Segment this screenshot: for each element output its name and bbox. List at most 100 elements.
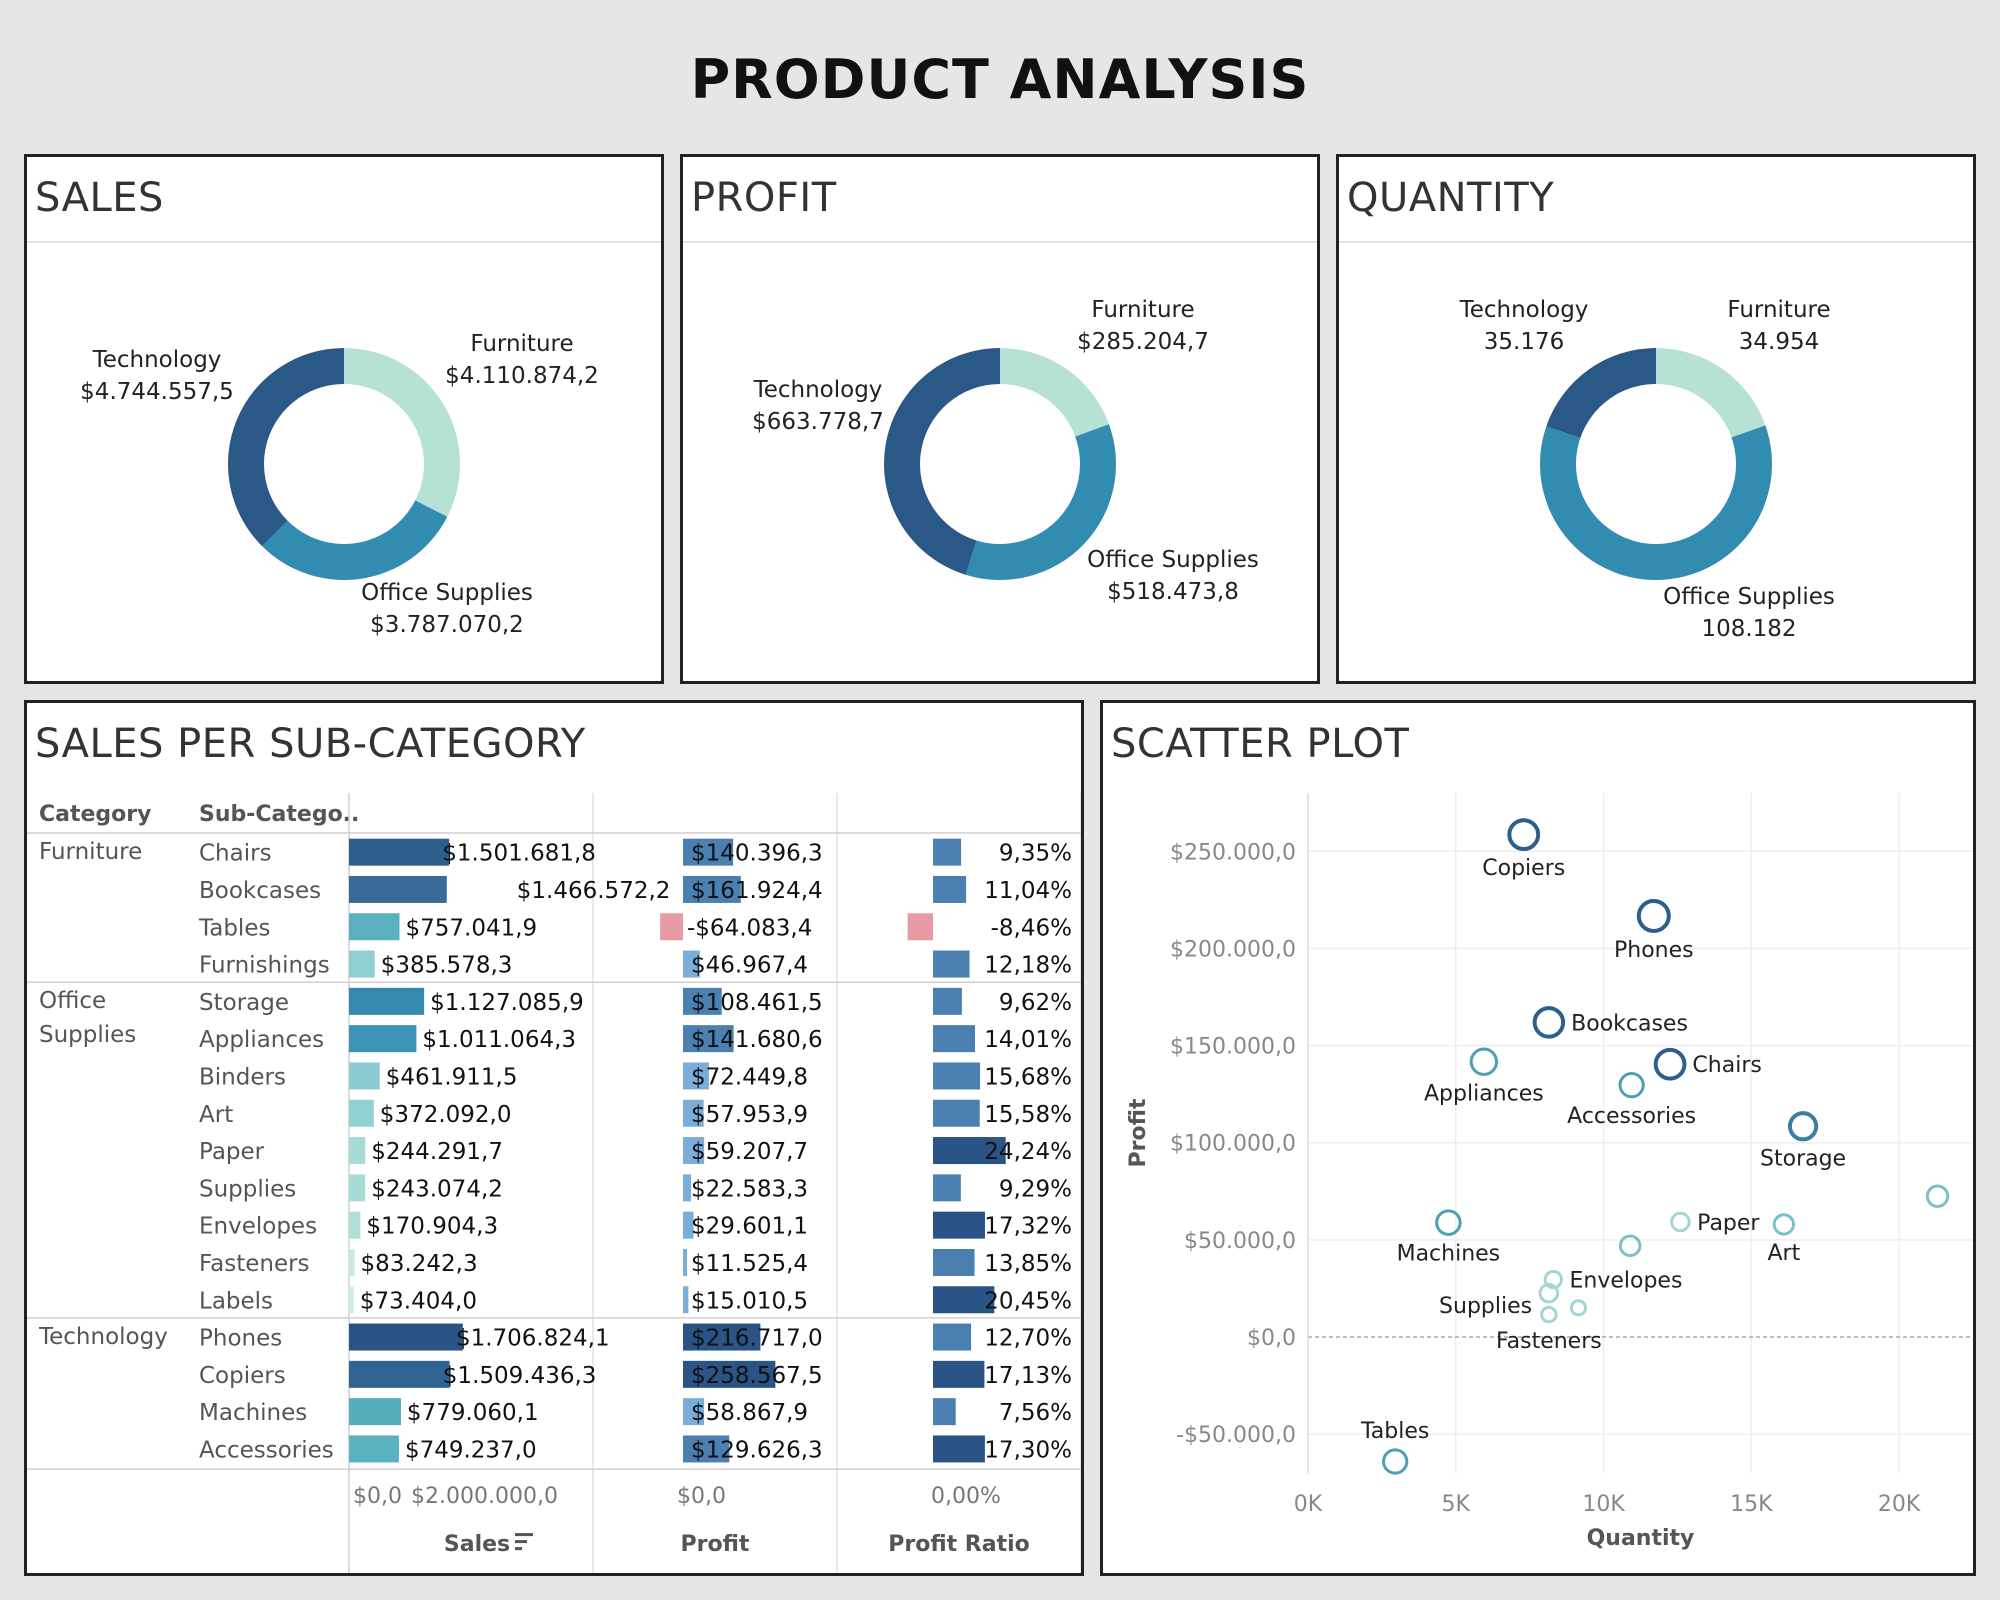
subcategory-label-chairs: Chairs [199,841,272,867]
category-label-furniture: Furniture [39,839,142,865]
sales-bar-storage [349,987,425,1015]
subcategory-label-envelopes: Envelopes [199,1214,317,1240]
sales-bar-supplies [349,1174,366,1202]
sort-icon-bar [515,1547,522,1551]
sales-value-machines: $779.060,1 [407,1400,539,1426]
sales-bar-chairs [349,838,450,866]
sales-axis-title: Sales [444,1532,510,1557]
scatter-label-accessories: Accessories [1567,1104,1696,1129]
quantity-donut-chart: Furniture 34.954 Office Supplies 108.182 Tec… [1459,297,1835,642]
ratio-bar-paper [933,1137,1006,1165]
sales-value-accessories: $749.237,0 [405,1437,537,1463]
y-tick-label: $150.000,0 [1170,1035,1296,1060]
ratio-axis-title: Profit Ratio [888,1532,1030,1557]
subcategory-label-appliances: Appliances [199,1027,324,1053]
ratio-value-chairs: 9,35% [999,841,1072,867]
subcategory-label-machines: Machines [199,1400,307,1426]
ratio-bar-appliances [933,1025,976,1053]
scatter-point-copiers [1507,818,1541,852]
profit-donut-chart: Furniture $285.204,7 Office Supplies $518.4… [752,297,1259,605]
scatter-label-paper: Paper [1697,1211,1760,1236]
profit-value-supplies: $22.583,3 [691,1176,808,1202]
profit-value-envelopes: $29.601,1 [691,1214,808,1240]
profit-value-bookcases: $161.924,4 [691,878,823,904]
sales-bar-binders [349,1062,380,1090]
sales-bar-paper [349,1137,366,1165]
ratio-bar-accessories [933,1435,985,1463]
donut-slice-furniture [1656,348,1766,438]
x-tick-label: 15K [1730,1492,1773,1517]
profit-value-paper: $59.207,7 [691,1139,808,1165]
y-tick-label: $250.000,0 [1170,840,1296,865]
subcategory-label-art: Art [199,1102,233,1128]
donut-label-technology: Technology [753,377,883,403]
sales-value-tables: $757.041,9 [405,915,537,941]
donut-slice-furniture [1000,348,1109,437]
scatter-point-envelopes [1543,1269,1563,1290]
x-tick-label: 20K [1878,1492,1921,1517]
subcategory-label-accessories: Accessories [199,1437,334,1463]
sales-value-appliances: $1.011.064,3 [422,1027,576,1053]
ratio-value-labels: 20,45% [984,1288,1072,1314]
quantity-donut-panel: QUANTITY Furniture 34.954 Office Supplies 1… [1336,154,1976,684]
profit-bar-envelopes [683,1211,694,1239]
ratio-value-appliances: 14,01% [984,1027,1072,1053]
donut-slice-office-supplies [262,500,448,580]
scatter-point-tables [1382,1448,1409,1475]
sales-value-paper: $244.291,7 [371,1139,503,1165]
profit-bar-machines [683,1398,705,1426]
scatter-label-machines: Machines [1397,1241,1501,1266]
scatter-point-appliances [1469,1047,1499,1076]
ratio-value-paper: 24,24% [984,1139,1072,1165]
sort-icon-bar [515,1540,527,1544]
ratio-axis-tick: 0,00% [931,1484,1001,1509]
sales-donut-panel: SALES Furniture $4.110.874,2 Office Suppli… [24,154,664,684]
sort-icon-bar [515,1533,533,1537]
x-axis-title: Quantity [1587,1526,1695,1551]
scatter-point-chairs [1653,1047,1687,1081]
scatter-label-copiers: Copiers [1482,856,1565,881]
subcategory-panel: SALES PER SUB-CATEGORY Category Sub-Categ… [24,700,1084,1576]
scatter-point-accessories [1618,1072,1645,1099]
profit-bar-tables [660,913,683,941]
profit-value-furnishings: $46.967,4 [691,953,808,979]
ratio-bar-chairs [933,838,962,866]
profit-value-chairs: $140.396,3 [691,841,823,867]
sales-panel-title: SALES [35,175,164,221]
ratio-value-accessories: 17,30% [984,1437,1072,1463]
sort-icon[interactable] [515,1533,533,1551]
scatter-point-paper [1670,1211,1691,1233]
donut-value-technology: $4.744.557,5 [80,379,234,405]
ratio-value-fasteners: 13,85% [984,1251,1072,1277]
donut-slice-office-supplies [965,424,1116,580]
scatter-label-supplies: Supplies [1439,1294,1532,1319]
scatter-label-bookcases: Bookcases [1571,1011,1688,1036]
y-tick-label: $50.000,0 [1184,1229,1296,1254]
subcategory-label-furnishings: Furnishings [199,953,330,979]
scatter-point [1618,1234,1642,1258]
sales-bar-appliances [349,1025,417,1053]
profit-bar-supplies [683,1174,692,1202]
ratio-bar-supplies [933,1174,961,1202]
profit-bar-fasteners [683,1248,688,1276]
scatter-label-phones: Phones [1614,938,1694,963]
scatter-label-storage: Storage [1760,1146,1846,1171]
quantity-panel-title: QUANTITY [1347,175,1555,221]
sales-value-phones: $1.706.824,1 [456,1326,610,1352]
profit-bar-binders [683,1062,709,1090]
sales-bar-art [349,1099,374,1127]
profit-bar-copiers [683,1360,776,1388]
profit-value-copiers: $258.567,5 [691,1363,823,1389]
ratio-value-bookcases: 11,04% [984,878,1072,904]
subcategory-label-copiers: Copiers [199,1363,286,1389]
scatter-plot-chart: 0K 5K 10K 15K 20K -$50.000,0 $0,0 $50.000,0 $100… [1126,793,1973,1551]
subcategory-label-fasteners: Fasteners [199,1251,310,1277]
sales-value-furnishings: $385.578,3 [381,953,513,979]
ratio-bar-fasteners [933,1248,975,1276]
sales-donut-chart: Furniture $4.110.874,2 Office Supplies $3.7… [80,331,599,638]
profit-value-tables: -$64.083,4 [687,915,812,941]
y-tick-label: $0,0 [1247,1326,1296,1351]
subcategory-label-tables: Tables [198,915,270,941]
donut-label-furniture: Furniture [1091,297,1194,323]
column-header-subcategory: Sub-Catego.. [199,802,359,827]
